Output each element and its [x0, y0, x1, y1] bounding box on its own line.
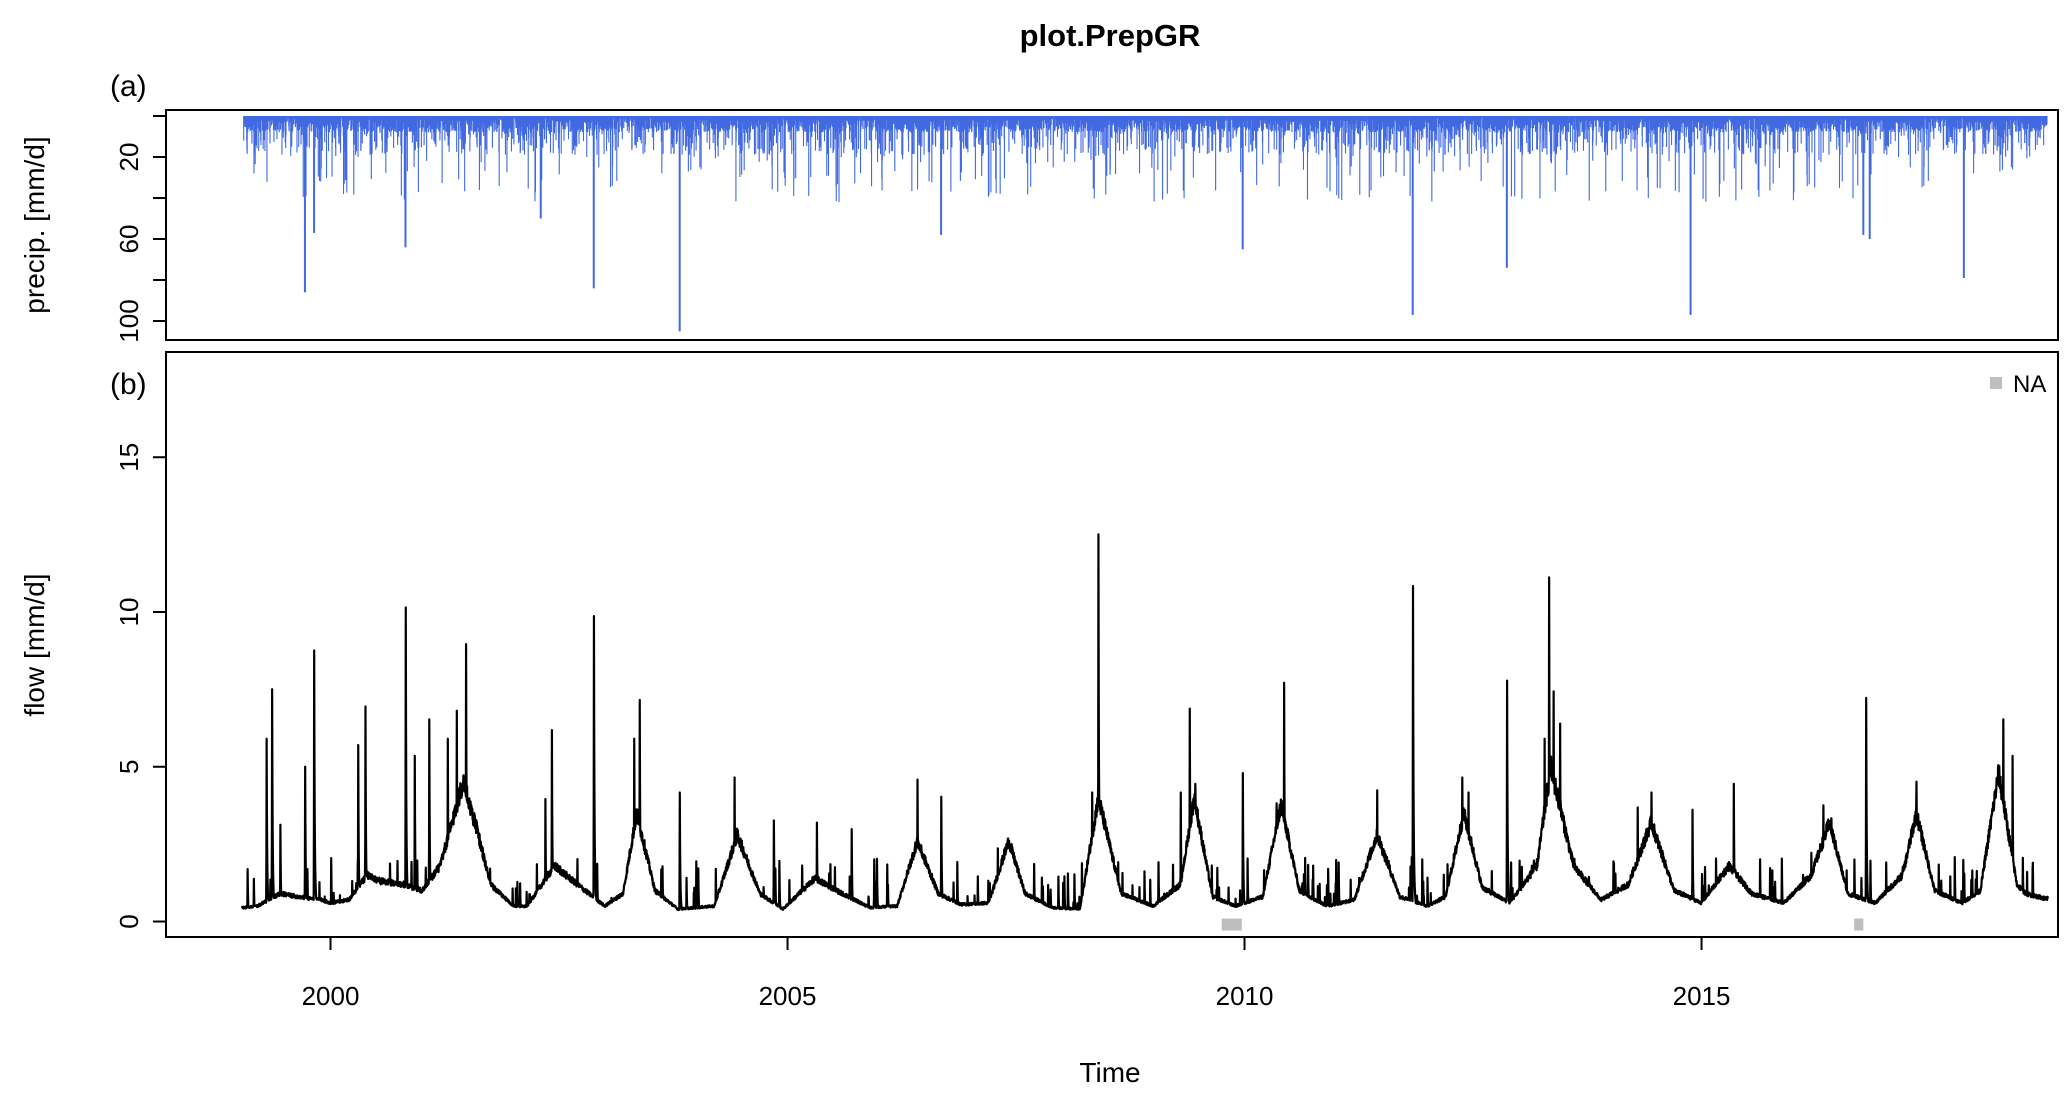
legend: NA	[1990, 371, 2046, 398]
flow-y-tick-label: 0	[114, 914, 144, 928]
na-period-mark	[1854, 918, 1864, 931]
panel-b-label: (b)	[110, 368, 147, 401]
flow-y-axis-label: flow [mm/d]	[19, 573, 50, 716]
x-tick-label: 2000	[302, 981, 360, 1011]
flow-y-tick-label: 10	[114, 598, 144, 627]
precip-bars	[243, 116, 2048, 332]
precip-y-tick-label: 60	[114, 225, 144, 254]
legend-na-swatch	[1990, 377, 2002, 389]
legend-na-label: NA	[2013, 371, 2046, 398]
precip-y-tick-label: 20	[114, 143, 144, 172]
precip-y-axis-label: precip. [mm/d]	[19, 136, 50, 313]
flow-y-axis: 0 5 10 15	[114, 443, 167, 929]
na-periods	[1221, 918, 1864, 931]
precip-y-tick-label: 100	[114, 299, 144, 342]
x-tick-label: 2005	[759, 981, 817, 1011]
chart-title: plot.PrepGR	[1020, 18, 1201, 53]
flow-y-tick-label: 15	[114, 443, 144, 472]
x-axis-label: Time	[1079, 1057, 1140, 1088]
panel-a-label: (a)	[110, 70, 147, 103]
na-period-mark	[1221, 918, 1242, 931]
x-axis: 2000 2005 2010 2015	[302, 936, 1731, 1011]
x-tick-label: 2010	[1216, 981, 1274, 1011]
precip-y-axis: 20 60 100	[114, 115, 167, 343]
flow-series-line	[241, 533, 2049, 912]
x-tick-label: 2015	[1673, 981, 1731, 1011]
precip-bar-series	[243, 116, 2048, 332]
flow-y-tick-label: 5	[114, 760, 144, 774]
